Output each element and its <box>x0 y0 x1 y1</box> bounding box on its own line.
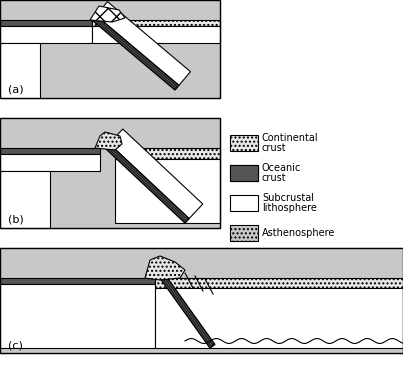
Polygon shape <box>155 288 403 348</box>
Polygon shape <box>115 148 220 159</box>
Polygon shape <box>105 144 189 223</box>
Text: Asthenosphere: Asthenosphere <box>262 228 335 238</box>
Polygon shape <box>0 148 100 154</box>
Bar <box>0 248 403 353</box>
Polygon shape <box>0 26 92 43</box>
Polygon shape <box>145 256 185 280</box>
Bar <box>0 118 220 228</box>
Bar <box>0 118 220 228</box>
Polygon shape <box>90 6 125 22</box>
Polygon shape <box>0 0 220 98</box>
Text: Oceanic
crust: Oceanic crust <box>262 163 301 183</box>
Text: (b): (b) <box>8 215 24 225</box>
Text: (c): (c) <box>8 340 23 350</box>
Polygon shape <box>0 43 40 98</box>
Polygon shape <box>92 20 220 26</box>
Text: Continental
crust: Continental crust <box>262 133 319 154</box>
Polygon shape <box>155 278 403 288</box>
Polygon shape <box>109 129 203 219</box>
Polygon shape <box>0 278 155 284</box>
Polygon shape <box>160 275 215 348</box>
Polygon shape <box>95 132 122 150</box>
Bar <box>230 135 258 151</box>
Polygon shape <box>115 159 220 223</box>
Polygon shape <box>0 154 100 171</box>
Polygon shape <box>92 15 179 90</box>
Polygon shape <box>0 248 403 353</box>
Polygon shape <box>96 2 191 85</box>
Polygon shape <box>92 26 220 43</box>
Text: Subcrustal
lithosphere: Subcrustal lithosphere <box>262 193 317 213</box>
Bar <box>0 0 220 98</box>
Text: (a): (a) <box>8 85 24 95</box>
Bar <box>230 225 258 241</box>
Polygon shape <box>0 20 92 26</box>
Bar <box>0 248 403 353</box>
Polygon shape <box>0 171 50 228</box>
Bar <box>0 0 220 98</box>
Bar <box>230 195 258 211</box>
Polygon shape <box>0 284 155 348</box>
Bar <box>230 165 258 181</box>
Polygon shape <box>0 118 220 228</box>
Bar <box>230 165 258 181</box>
